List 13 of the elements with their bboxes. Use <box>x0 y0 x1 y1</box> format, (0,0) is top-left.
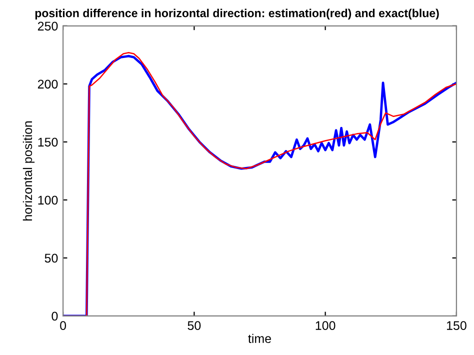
x-axis-title: time <box>248 334 272 344</box>
x-tick-label: 0 <box>60 321 66 330</box>
x-tick-label: 100 <box>316 321 336 330</box>
y-tick-label: 200 <box>38 80 58 89</box>
x-tick-label: 50 <box>188 321 201 330</box>
y-tick-label: 250 <box>38 22 58 31</box>
y-tick-label: 50 <box>44 254 58 263</box>
y-tick-label: 100 <box>38 196 58 205</box>
y-tick-label: 0 <box>52 312 58 321</box>
y-tick-label: 150 <box>38 138 58 147</box>
y-axis-title: horizontal position <box>22 121 35 220</box>
x-tick-label: 150 <box>446 321 466 330</box>
chart-title: position difference in horizontal direction: estimation(red) and exact(blue) <box>35 8 439 20</box>
